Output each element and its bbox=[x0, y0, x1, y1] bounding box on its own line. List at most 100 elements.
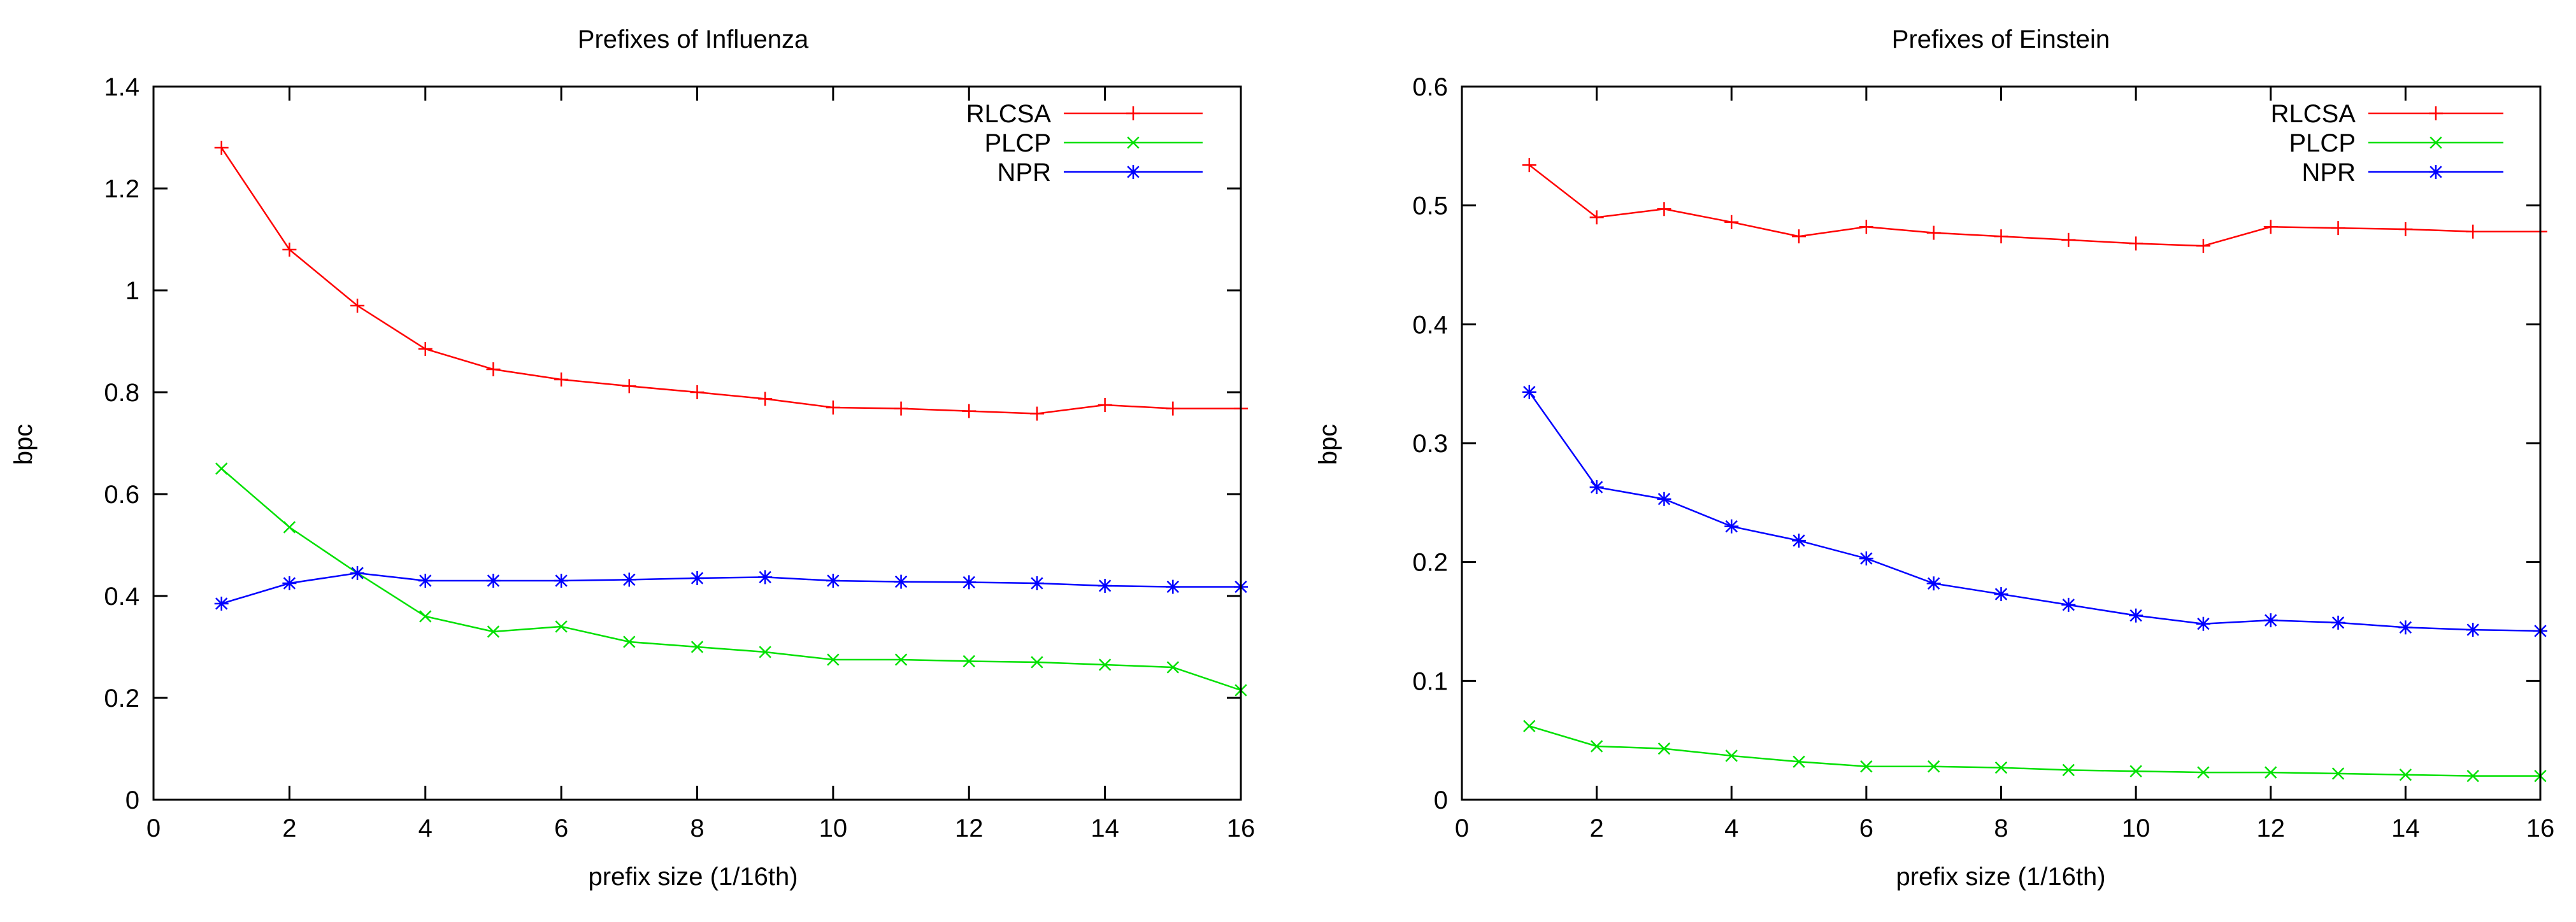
x-axis-label: prefix size (1/16th) bbox=[588, 863, 798, 891]
x-tick-label: 16 bbox=[2526, 814, 2555, 842]
data-point-npr bbox=[690, 571, 705, 585]
y-tick-label: 0.5 bbox=[1412, 192, 1448, 220]
plot-frame bbox=[152, 85, 1242, 801]
data-point-rlcsa bbox=[214, 141, 229, 155]
data-point-plcp bbox=[623, 635, 636, 648]
data-point-npr bbox=[1724, 519, 1739, 534]
data-point-plcp bbox=[555, 620, 568, 633]
legend-label-rlcsa: RLCSA bbox=[966, 100, 1052, 128]
data-point-plcp bbox=[487, 625, 500, 638]
data-point-rlcsa bbox=[1994, 229, 2008, 244]
data-point-plcp bbox=[2129, 765, 2142, 777]
y-axis-label: bpc bbox=[10, 424, 38, 465]
data-point-npr bbox=[826, 574, 840, 588]
data-point-npr bbox=[1589, 480, 1604, 495]
x-tick-label: 10 bbox=[2122, 814, 2150, 842]
data-point-rlcsa bbox=[1724, 215, 1739, 229]
data-point-npr bbox=[1926, 576, 1941, 591]
legend-label-plcp: PLCP bbox=[985, 129, 1052, 157]
series-line-npr bbox=[1528, 392, 2541, 632]
y-tick-label: 1.4 bbox=[104, 73, 140, 101]
legend-label-plcp: PLCP bbox=[2289, 129, 2356, 157]
x-tick-label: 8 bbox=[1994, 814, 2008, 842]
data-point-rlcsa bbox=[1029, 406, 1044, 421]
data-point-rlcsa bbox=[486, 362, 501, 376]
data-point-rlcsa bbox=[1589, 210, 1604, 225]
series-line-plcp bbox=[220, 468, 1241, 692]
x-tick-label: 0 bbox=[147, 814, 161, 842]
data-point-npr bbox=[1657, 492, 1671, 506]
ticks: 0 2 4 6 8 10 12 14 16 0 0.2 0.4 0.6 0.8 1 1.2 1.4 bbox=[104, 73, 1255, 842]
data-point-rlcsa bbox=[1792, 229, 1807, 244]
data-point-plcp bbox=[215, 462, 228, 475]
data-point-rlcsa bbox=[1926, 225, 1941, 240]
data-point-npr bbox=[486, 574, 501, 588]
y-tick-label: 0 bbox=[1434, 786, 1448, 814]
data-point-rlcsa bbox=[418, 342, 433, 356]
x-tick-label: 6 bbox=[554, 814, 568, 842]
data-point-plcp bbox=[1523, 720, 1536, 732]
data-point-npr bbox=[2061, 597, 2076, 612]
data-point-npr bbox=[1522, 385, 1536, 399]
y-tick-label: 0 bbox=[125, 786, 140, 814]
series-layer bbox=[1522, 158, 2547, 783]
data-point-rlcsa bbox=[1098, 398, 1112, 412]
y-tick-label: 1 bbox=[125, 277, 140, 305]
series-line-plcp bbox=[1529, 725, 2540, 777]
data-point-npr bbox=[350, 566, 365, 580]
data-point-rlcsa bbox=[350, 299, 365, 313]
x-tick-label: 4 bbox=[1724, 814, 1738, 842]
data-point-rlcsa bbox=[690, 385, 705, 399]
data-point-rlcsa bbox=[2331, 221, 2345, 236]
data-point-plcp bbox=[2197, 766, 2210, 779]
x-tick-label: 10 bbox=[819, 814, 848, 842]
data-point-rlcsa bbox=[894, 401, 908, 416]
data-point-plcp bbox=[2399, 769, 2412, 781]
data-point-npr bbox=[2196, 616, 2210, 631]
data-point-npr bbox=[2263, 613, 2278, 628]
data-point-npr bbox=[1792, 534, 1807, 548]
data-point-plcp bbox=[2331, 767, 2345, 780]
chart-title: Prefixes of Influenza bbox=[578, 25, 809, 53]
x-tick-label: 0 bbox=[1455, 814, 1469, 842]
data-point-rlcsa bbox=[826, 401, 840, 415]
data-point-plcp bbox=[1166, 661, 1179, 674]
data-point-plcp bbox=[1994, 761, 2008, 774]
data-point-plcp bbox=[1928, 760, 1940, 773]
data-point-plcp bbox=[2466, 769, 2479, 783]
data-point-rlcsa bbox=[1166, 401, 1180, 416]
y-tick-label: 0.8 bbox=[104, 379, 140, 407]
series-line-rlcsa bbox=[220, 147, 1241, 415]
x-tick-label: 8 bbox=[690, 814, 704, 842]
y-tick-label: 0.2 bbox=[104, 684, 140, 713]
x-tick-label: 14 bbox=[2391, 814, 2420, 842]
data-point-npr bbox=[1029, 576, 1044, 590]
data-point-npr bbox=[1994, 587, 2008, 602]
data-point-plcp bbox=[962, 655, 975, 668]
data-point-npr bbox=[962, 575, 977, 590]
series-line-npr bbox=[221, 572, 1241, 605]
x-tick-label: 6 bbox=[1859, 814, 1873, 842]
chart-influenza: Prefixes of Influenza bpc prefix size (1… bbox=[10, 25, 1255, 891]
data-point-npr bbox=[2398, 620, 2413, 635]
data-point-npr bbox=[894, 574, 908, 589]
data-point-rlcsa bbox=[2196, 239, 2210, 253]
data-point-rlcsa bbox=[962, 404, 977, 418]
chart-title: Prefixes of Einstein bbox=[1892, 25, 2110, 53]
data-point-npr bbox=[1098, 579, 1112, 593]
data-point-plcp bbox=[827, 653, 840, 666]
data-point-plcp bbox=[2265, 766, 2277, 779]
legend-marker-plcp bbox=[1127, 136, 1140, 149]
x-tick-label: 16 bbox=[1227, 814, 1256, 842]
x-tick-label: 2 bbox=[1590, 814, 1604, 842]
x-tick-label: 14 bbox=[1091, 814, 1119, 842]
series-layer bbox=[214, 141, 1248, 697]
data-point-rlcsa bbox=[2398, 222, 2413, 236]
y-tick-label: 0.1 bbox=[1412, 667, 1448, 695]
data-point-plcp bbox=[691, 641, 704, 653]
legend-label-rlcsa: RLCSA bbox=[2271, 100, 2356, 128]
data-point-plcp bbox=[2062, 763, 2075, 777]
legend-marker-rlcsa bbox=[1126, 106, 1140, 120]
